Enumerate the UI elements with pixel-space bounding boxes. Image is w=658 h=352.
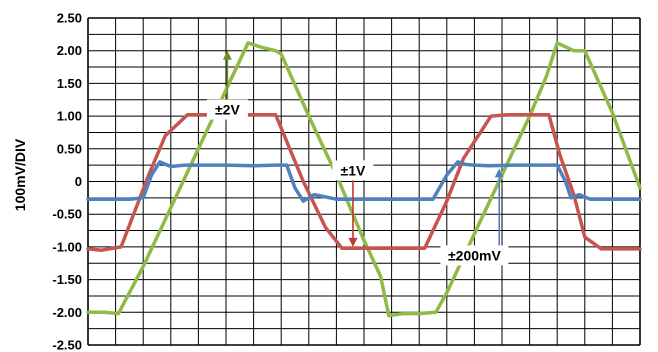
annotation-arrowhead — [222, 50, 232, 60]
series-group — [86, 41, 642, 318]
y-tick-label: -1.00 — [52, 239, 82, 254]
annotation-arrowhead — [494, 168, 504, 178]
annotation-label: ±2V — [215, 102, 240, 118]
y-tick-label: 1.00 — [57, 109, 82, 124]
y-tick-label: -2.50 — [52, 338, 82, 352]
y-tick-label: 1.50 — [57, 76, 82, 91]
y-tick-label: 2.50 — [57, 11, 82, 26]
annotation-label-bg — [440, 245, 509, 266]
annotation-2: ±1V — [332, 160, 374, 247]
annotation-label-bg — [332, 160, 374, 181]
annotation-arrowhead — [348, 237, 358, 247]
y-tick-label: 2.00 — [57, 43, 82, 58]
annotations: ±2V ±1V ±200mV — [206, 50, 509, 266]
annotation-label: ±1V — [341, 162, 366, 178]
annotation-label: ±200mV — [448, 247, 501, 263]
y-tick-label: -1.50 — [52, 272, 82, 287]
series-line-2 — [86, 113, 642, 252]
annotation-label-bg — [206, 99, 248, 120]
y-tick-label: 0.50 — [57, 141, 82, 156]
grid — [87, 17, 641, 346]
y-tick-label: 0 — [75, 174, 82, 189]
series-line-1 — [86, 41, 642, 318]
annotation-1: ±2V — [206, 50, 248, 120]
y-tick-label: -2.00 — [52, 305, 82, 320]
y-tick-labels: 2.50 2.00 1.50 1.00 0.50 0 -0.50 -1.00 -1.50 -2.0… — [52, 11, 82, 352]
y-tick-label: -0.50 — [52, 207, 82, 222]
y-axis-title: 100mV/DIV — [12, 138, 28, 211]
annotation-3: ±200mV — [440, 168, 509, 266]
